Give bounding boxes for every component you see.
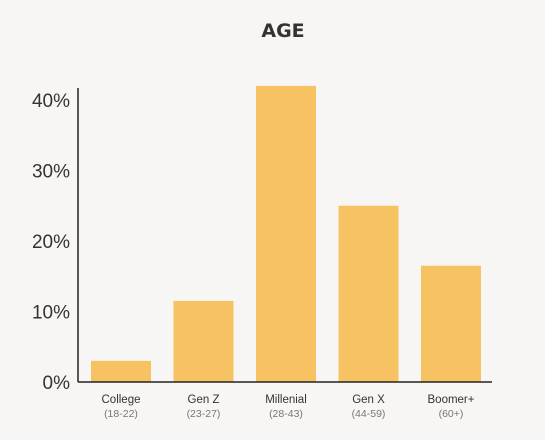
bars — [91, 85, 481, 383]
x-category-label: Millenial — [265, 394, 307, 406]
bar-millenial — [256, 85, 316, 383]
x-category-range-label: (23-27) — [187, 408, 221, 420]
x-category-label: Boomer+ — [428, 394, 475, 406]
y-tick-label: 20% — [32, 232, 70, 253]
y-tick-label: 10% — [32, 303, 70, 324]
bar-college — [91, 360, 151, 382]
x-category-range-label: (18-22) — [104, 408, 138, 420]
x-category-range-label: (28-43) — [269, 408, 303, 420]
x-category-label: College — [102, 394, 141, 406]
y-tick-label: 0% — [43, 373, 71, 394]
y-axis-ticks: 0% 10% 20% 30% 40% — [32, 91, 70, 394]
y-tick-label: 30% — [32, 162, 70, 183]
x-category-label: Gen X — [352, 394, 385, 406]
x-category-label: Gen Z — [188, 394, 220, 406]
x-category-range-label: (60+) — [439, 408, 464, 420]
bar-boomer- — [421, 265, 481, 382]
y-tick-label: 40% — [32, 91, 70, 112]
x-category-range-label: (44-59) — [352, 408, 386, 420]
bar-gen-x — [338, 205, 399, 382]
x-axis-labels: College (18-22) Gen Z (23-27) Millenial (28-4… — [102, 394, 475, 420]
bar-gen-z — [173, 300, 234, 382]
chart-title: AGE — [261, 20, 304, 42]
